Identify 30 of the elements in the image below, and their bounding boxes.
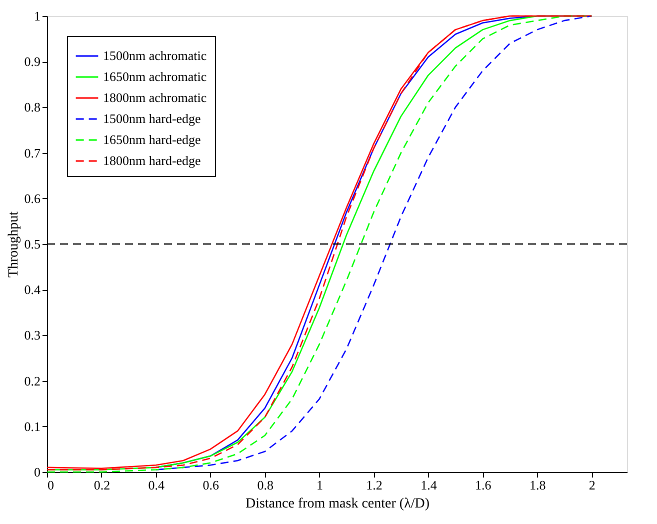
y-tick-label: 0 bbox=[34, 464, 40, 480]
legend-label: 1650nm hard-edge bbox=[103, 132, 202, 147]
legend-label: 1500nm hard-edge bbox=[103, 111, 202, 126]
y-tick-label: 0.7 bbox=[24, 145, 41, 160]
x-axis-title: Distance from mask center (λ/D) bbox=[245, 496, 430, 512]
y-tick-label: 0.9 bbox=[24, 54, 40, 70]
x-tick-label: 1.4 bbox=[420, 478, 438, 492]
y-tick-label: 0.2 bbox=[24, 373, 40, 388]
y-tick-label: 0.3 bbox=[24, 328, 40, 343]
y-tick-label: 0.6 bbox=[24, 190, 41, 206]
x-tick-label: 0.8 bbox=[257, 478, 274, 492]
y-tick-label: 0.4 bbox=[24, 282, 41, 298]
y-tick-label: 0.8 bbox=[24, 100, 40, 115]
legend-label: 1800nm achromatic bbox=[103, 90, 207, 105]
y-axis-title: Throughput bbox=[6, 211, 22, 278]
x-tick-label: 2 bbox=[588, 478, 596, 492]
x-tick-label: 0.2 bbox=[94, 478, 110, 492]
x-tick-label: 1 bbox=[316, 478, 324, 492]
y-tick-label: 1 bbox=[34, 8, 40, 24]
legend-label: 1650nm achromatic bbox=[103, 69, 207, 84]
x-tick-label: 0.4 bbox=[148, 478, 166, 492]
y-tick-label: 0.5 bbox=[24, 236, 40, 252]
x-tick-label: 0.6 bbox=[202, 478, 220, 492]
x-tick-label: 1.6 bbox=[475, 478, 492, 492]
y-tick-label: 0.1 bbox=[24, 418, 40, 434]
legend-label: 1800nm hard-edge bbox=[103, 153, 202, 168]
x-tick-label: 0 bbox=[48, 478, 54, 492]
x-tick-label: 1.8 bbox=[530, 478, 546, 492]
legend-label: 1500nm achromatic bbox=[103, 48, 207, 63]
x-tick-label: 1.2 bbox=[366, 478, 382, 492]
